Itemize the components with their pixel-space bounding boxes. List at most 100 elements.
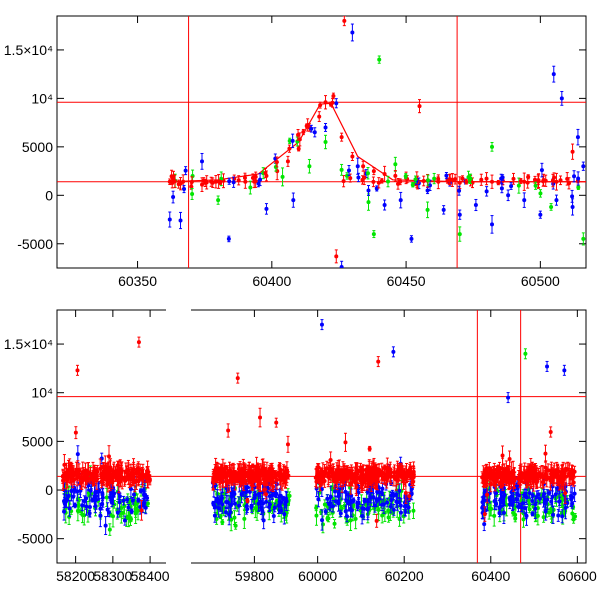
bottom-data-point [562, 365, 566, 375]
bottom-xtick-label: 60000 [298, 568, 337, 584]
bottom-data-point [75, 365, 79, 375]
bottom-ytick-label: 1.5×10⁴ [4, 336, 53, 352]
bottom-data-point [220, 520, 224, 525]
bottom-xtick-label: 58400 [131, 568, 170, 584]
top-data-point [479, 174, 483, 185]
top-data-point [342, 176, 346, 187]
bottom-ytick-label: 10⁴ [31, 385, 53, 401]
bottom-xtick-label: 58200 [56, 568, 95, 584]
bottom-xtick-label: 60600 [558, 568, 597, 584]
bottom-data-point [74, 427, 78, 439]
bottom-data-point [543, 445, 547, 462]
bottom-data-point [482, 518, 486, 531]
bottom-data-point [286, 436, 290, 452]
bottom-data-point [258, 408, 262, 427]
top-data-point [313, 128, 317, 137]
bottom-data-point [549, 427, 553, 437]
top-xtick-label: 60350 [118, 273, 157, 289]
bottom-ytick-label: -5000 [17, 531, 53, 547]
top-data-point [393, 157, 397, 171]
top-data-point [340, 133, 344, 141]
top-data-point [248, 181, 252, 194]
top-data-point [218, 180, 222, 184]
top-data-point [485, 187, 489, 196]
top-data-point [297, 147, 301, 151]
top-data-point [457, 186, 461, 195]
top-ytick-label: 1.5×10⁴ [4, 42, 53, 58]
bottom-data-point [376, 357, 380, 367]
top-data-point [171, 191, 175, 203]
top-data-point [538, 190, 542, 197]
top-ytick-label: 0 [45, 187, 53, 203]
top-data-point [383, 200, 387, 210]
bottom-data-point [523, 349, 527, 359]
top-data-point [286, 156, 290, 166]
axis-break-top [166, 309, 191, 312]
bottom-data-point [137, 337, 141, 347]
top-data-point [334, 250, 338, 263]
bottom-data-point [333, 520, 337, 528]
top-data-point [227, 236, 231, 242]
top-data-point [522, 173, 526, 190]
top-ytick-label: -5000 [17, 236, 53, 252]
top-data-point [342, 16, 346, 26]
top-data-point [340, 261, 344, 273]
top-data-point [422, 176, 426, 186]
top-data-point [366, 194, 370, 210]
top-data-point [509, 183, 513, 190]
top-data-point [200, 153, 204, 169]
bottom-xtick-label: 60200 [385, 568, 424, 584]
bottom-data-point [531, 512, 535, 516]
bottom-data-point [104, 517, 108, 535]
top-data-point [334, 99, 338, 108]
top-data-point [560, 91, 564, 105]
bottom-data-point [320, 320, 324, 330]
top-data-point [350, 24, 354, 41]
top-data-point [168, 212, 172, 227]
bottom-data-point [108, 524, 112, 536]
top-data-point [570, 190, 574, 202]
top-data-point [496, 180, 500, 184]
top-data-point [291, 193, 295, 207]
top-data-point [581, 162, 585, 170]
top-data-point [458, 227, 462, 241]
axis-break-bottom [166, 562, 191, 565]
bottom-data-point [236, 373, 240, 383]
top-frame [57, 16, 586, 268]
bottom-data-point [368, 446, 372, 451]
top-data-point [581, 233, 585, 245]
top-data-point [340, 164, 344, 175]
top-data-point [184, 167, 188, 175]
bottom-data-point [542, 512, 546, 522]
top-data-point [216, 196, 220, 204]
bottom-data-point [226, 424, 230, 437]
top-data-point [549, 204, 553, 211]
top-data-point [526, 175, 530, 179]
top-data-point [522, 193, 526, 208]
bottom-data-point [391, 347, 395, 357]
bottom-data-point [111, 506, 115, 527]
top-data-point [372, 231, 376, 238]
top-data-point [307, 159, 311, 173]
top-data-point [576, 185, 580, 189]
top-data-point [214, 176, 218, 188]
top-ytick-label: 10⁴ [31, 90, 53, 106]
top-data-point [442, 206, 446, 214]
top-data-point [371, 177, 375, 187]
top-data-point [418, 100, 422, 113]
bottom-ytick-label: 5000 [22, 433, 53, 449]
bottom-data-point [76, 446, 80, 463]
top-data-point [399, 192, 403, 207]
bottom-data-point [411, 503, 415, 518]
bottom-data-point [139, 489, 143, 493]
top-data-point [536, 176, 540, 184]
top-data-point [490, 216, 494, 234]
bottom-xtick-label: 59800 [235, 568, 274, 584]
top-data-point [324, 124, 328, 132]
top-xtick-label: 60500 [521, 273, 560, 289]
top-data-point [571, 144, 575, 159]
top-xtick-label: 60450 [387, 273, 426, 289]
bottom-data-point [274, 418, 278, 427]
